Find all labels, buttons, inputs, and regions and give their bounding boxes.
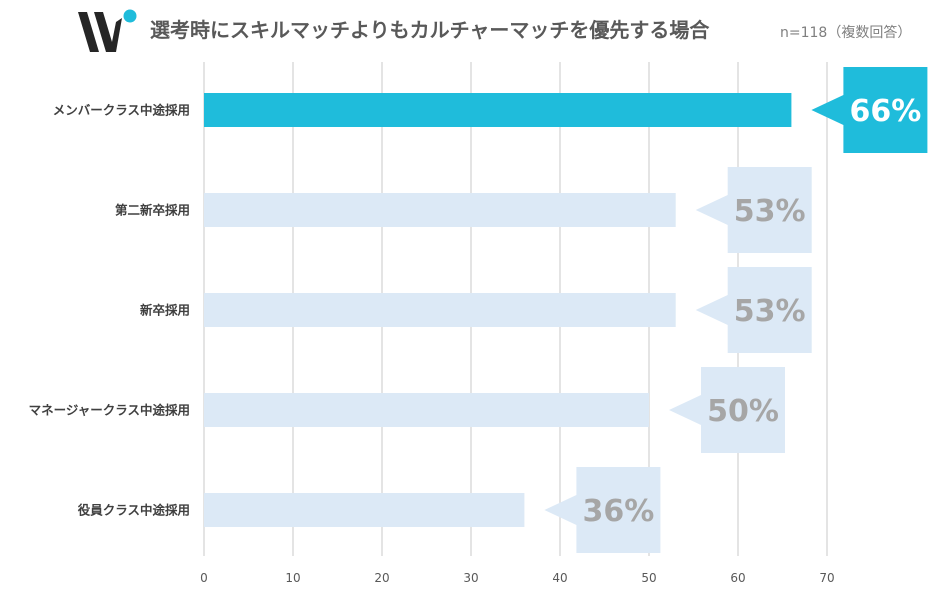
chart-title: 選考時にスキルマッチよりもカルチャーマッチを優先する場合 (150, 18, 710, 42)
x-tick-label: 60 (730, 571, 745, 585)
value-callout (695, 267, 812, 353)
category-label: 役員クラス中途採用 (78, 503, 190, 518)
data-label: 66% (849, 94, 921, 129)
bar (204, 293, 676, 327)
x-tick-label: 40 (552, 571, 567, 585)
chart-subtitle: n=118（複数回答） (780, 25, 912, 41)
value-callout (695, 167, 812, 253)
bar (204, 93, 792, 127)
value-callout (811, 67, 928, 153)
data-label: 53% (734, 194, 806, 229)
x-tick-label: 30 (463, 571, 478, 585)
bar (204, 193, 676, 227)
x-tick-label: 20 (374, 571, 389, 585)
category-label: 新卒採用 (140, 303, 190, 318)
category-label: 第二新卒採用 (115, 203, 190, 218)
category-label: マネージャークラス中途採用 (29, 403, 190, 418)
data-label: 53% (734, 294, 806, 329)
x-tick-label: 50 (641, 571, 656, 585)
x-tick-label: 0 (200, 571, 208, 585)
category-label: メンバークラス中途採用 (53, 103, 190, 118)
data-label: 50% (707, 394, 779, 429)
bar (204, 493, 525, 527)
value-callout (669, 367, 785, 453)
x-tick-label: 70 (819, 571, 834, 585)
x-tick-label: 10 (285, 571, 300, 585)
data-label: 36% (582, 494, 654, 529)
value-callout (544, 467, 661, 553)
brand-logo-icon (78, 9, 137, 52)
bar (204, 393, 649, 427)
